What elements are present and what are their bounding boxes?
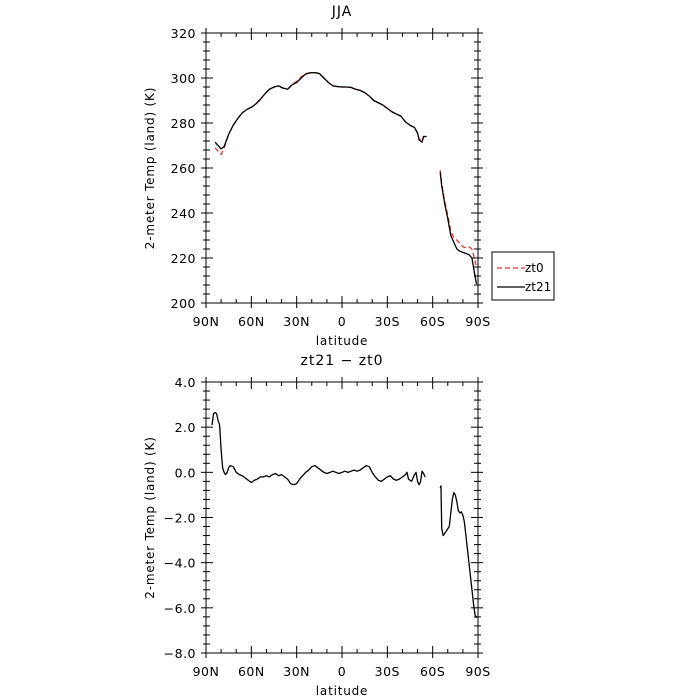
x-tick-label: 0: [338, 664, 346, 679]
x-tick-label: 30S: [375, 314, 400, 329]
x-tick-label: 90N: [193, 314, 220, 329]
x-tick-label: 60S: [420, 314, 445, 329]
legend: zt0 zt21: [491, 251, 555, 301]
top-y-axis-label: 2-meter Temp (land) (K): [143, 87, 157, 249]
x-tick-label: 60N: [238, 314, 265, 329]
y-tick-label: 200: [171, 296, 196, 311]
x-tick-label: 90S: [465, 664, 490, 679]
x-tick-label: 60N: [238, 664, 265, 679]
y-tick-label: 220: [171, 251, 196, 266]
y-tick-label: 280: [171, 116, 196, 131]
bottom-x-axis-label: latitude: [316, 684, 368, 698]
series-line-diff-0: [211, 411, 426, 486]
top-panel-chart: 90N 60N 30N 0 30S 60S 90S 200 220 240 260 280 300 320…: [143, 4, 490, 348]
bottom-axis-ticks: [201, 377, 483, 658]
series-line-diff-0: [439, 485, 478, 619]
legend-label-zt21: zt21: [525, 280, 551, 294]
top-axis-ticks: [201, 28, 483, 308]
y-tick-label: −8.0: [164, 646, 196, 661]
series-line-zt0: [439, 170, 478, 268]
top-chart-title: JJA: [331, 4, 353, 20]
top-x-axis-label: latitude: [316, 334, 368, 348]
x-tick-label: 30S: [375, 664, 400, 679]
series-line-zt21: [439, 172, 478, 285]
legend-label-zt0: zt0: [525, 261, 544, 275]
y-tick-label: 320: [171, 26, 196, 41]
x-tick-label: 90N: [193, 664, 220, 679]
y-tick-label: −6.0: [164, 601, 196, 616]
x-tick-label: 60S: [420, 664, 445, 679]
bottom-plot-frame: [205, 381, 479, 654]
x-tick-label: 0: [338, 314, 346, 329]
top-plot-frame: [205, 32, 479, 304]
x-tick-label: 30N: [283, 314, 310, 329]
bottom-chart-title: zt21 − zt0: [300, 353, 383, 369]
y-tick-label: 4.0: [175, 375, 196, 390]
series-line-zt21: [214, 71, 427, 150]
legend-box: [491, 251, 555, 301]
y-tick-label: 300: [171, 71, 196, 86]
x-tick-label: 90S: [465, 314, 490, 329]
y-tick-label: 260: [171, 161, 196, 176]
bottom-panel-chart: 90N 60N 30N 0 30S 60S 90S −8.0 −6.0 −4.0 −2.0 0.0 2.…: [143, 353, 490, 698]
x-tick-label: 30N: [283, 664, 310, 679]
y-tick-label: 240: [171, 206, 196, 221]
y-tick-label: 0.0: [175, 465, 196, 480]
y-tick-label: −2.0: [164, 511, 196, 526]
y-tick-label: −4.0: [164, 556, 196, 571]
bottom-y-axis-label: 2-meter Temp (land) (K): [143, 436, 157, 598]
y-tick-label: 2.0: [175, 420, 196, 435]
